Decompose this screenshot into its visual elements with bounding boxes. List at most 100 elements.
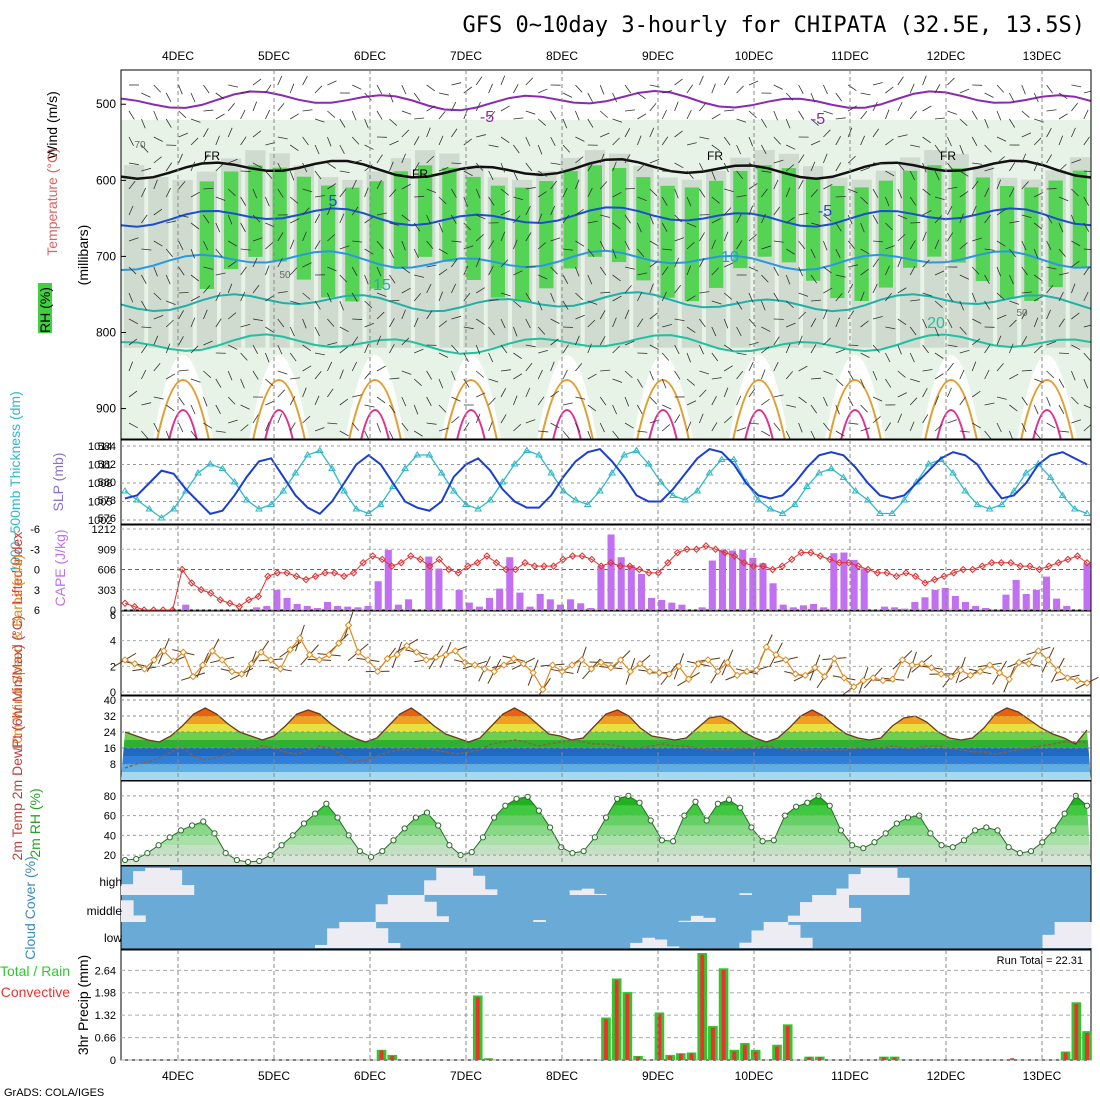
cape-bar [526, 606, 534, 610]
wind-barb [1021, 422, 1027, 433]
lifted-index-point [683, 545, 691, 553]
rh-point [748, 824, 755, 831]
wind-barb [463, 265, 469, 276]
wind-speed-point [539, 685, 547, 694]
convective-precip-bar [689, 1053, 694, 1060]
wind-barb [724, 109, 735, 112]
temperature-axis-label: Temperature (°C) [44, 148, 60, 256]
wind-barb [475, 413, 481, 424]
wind-barb [872, 101, 878, 112]
rh-point [312, 810, 319, 817]
wind-barb [302, 318, 307, 329]
lifted-index-point [502, 565, 510, 574]
temperature-panel-axis-label: 2m Temp 2m DewPt (6hr Min/Max) (°C) [9, 616, 25, 861]
lifted-index-point [216, 596, 224, 604]
wind-barb [1046, 109, 1057, 112]
wind-barb [699, 162, 705, 173]
wind-barb [686, 241, 695, 250]
wind-barb [711, 83, 716, 94]
clear-cell [436, 868, 449, 895]
wind-barb [947, 77, 955, 86]
thickness-point [1070, 505, 1079, 512]
convective-precip-bar [636, 1056, 640, 1060]
wind-barb [190, 295, 200, 302]
lifted-index-point [864, 565, 872, 574]
wind-barb [240, 424, 249, 432]
wind-barb [314, 395, 320, 406]
rh-point [401, 825, 408, 832]
wind-barb [351, 179, 357, 190]
lifted-index-point [807, 548, 815, 557]
wind-barb [265, 142, 276, 146]
rh-point [435, 822, 442, 829]
wind-barb [624, 285, 632, 294]
temp-band [121, 756, 1091, 764]
clear-cell [181, 885, 195, 895]
rh-zone-green [369, 181, 384, 289]
wind-barb [686, 142, 697, 146]
wind-barb [426, 84, 435, 92]
convective-precip-bar [1063, 1052, 1068, 1060]
lifted-index-point [187, 579, 196, 587]
wind-barb [550, 390, 559, 398]
wind-barb [401, 422, 409, 432]
wind-barb [662, 248, 673, 251]
rh-zone-green [612, 167, 627, 263]
wind-barb [500, 388, 507, 398]
wind-barb [451, 258, 458, 268]
wind-barb [600, 132, 610, 138]
wind-barb [860, 268, 869, 276]
wind-speed-point [237, 670, 246, 678]
wind-barb [339, 274, 348, 283]
wind-barb [265, 265, 270, 276]
li-tick-label: 3 [34, 585, 40, 597]
wind-barb [203, 285, 211, 294]
wind-barb [413, 248, 419, 259]
wind-barb [1021, 369, 1032, 372]
wind-barb [934, 300, 943, 308]
lifted-index-point [597, 562, 605, 570]
wind-barb [897, 344, 902, 355]
lifted-index-point [778, 562, 786, 570]
wind-barb [637, 113, 647, 120]
wind-speed-point [247, 660, 256, 668]
lifted-index-point [378, 555, 386, 564]
wind-barb [513, 117, 524, 120]
clear-cell [327, 928, 340, 948]
lifted-index-point [321, 569, 329, 577]
wind-speed-point [879, 676, 887, 685]
thickness-point [218, 464, 227, 471]
wind-barb [537, 396, 545, 406]
wind-barb [761, 346, 770, 354]
lifted-index-point [1045, 562, 1053, 570]
wind-barb [426, 155, 435, 164]
convective-precip-bar [700, 954, 705, 1060]
wind-barb [686, 400, 697, 406]
wind-barb [860, 110, 868, 120]
wind-barb [971, 361, 977, 372]
wind-barb [413, 430, 423, 437]
cape-bar [698, 607, 706, 610]
wind-barb [575, 363, 583, 372]
wind-barb [339, 188, 347, 198]
clear-cell [1042, 934, 1056, 948]
wind-barb [860, 291, 865, 302]
wind-barb [1033, 92, 1039, 103]
cape-bar [253, 607, 261, 610]
wind-barb [699, 232, 705, 242]
thickness-tick-label: 584 [98, 441, 116, 453]
cape-bar [759, 563, 767, 610]
wind-barb [661, 378, 667, 389]
wind-speed-point [772, 651, 780, 659]
wind-barb [141, 144, 149, 153]
cape-bar [597, 565, 605, 610]
wind-barb [389, 222, 400, 226]
wind-barb [141, 92, 151, 98]
wind-barb [885, 245, 895, 250]
clear-cell [848, 874, 862, 895]
cape-bar [880, 606, 889, 610]
cape-bar [708, 560, 716, 610]
wind-barb [525, 136, 531, 147]
wind-barb [934, 144, 942, 154]
